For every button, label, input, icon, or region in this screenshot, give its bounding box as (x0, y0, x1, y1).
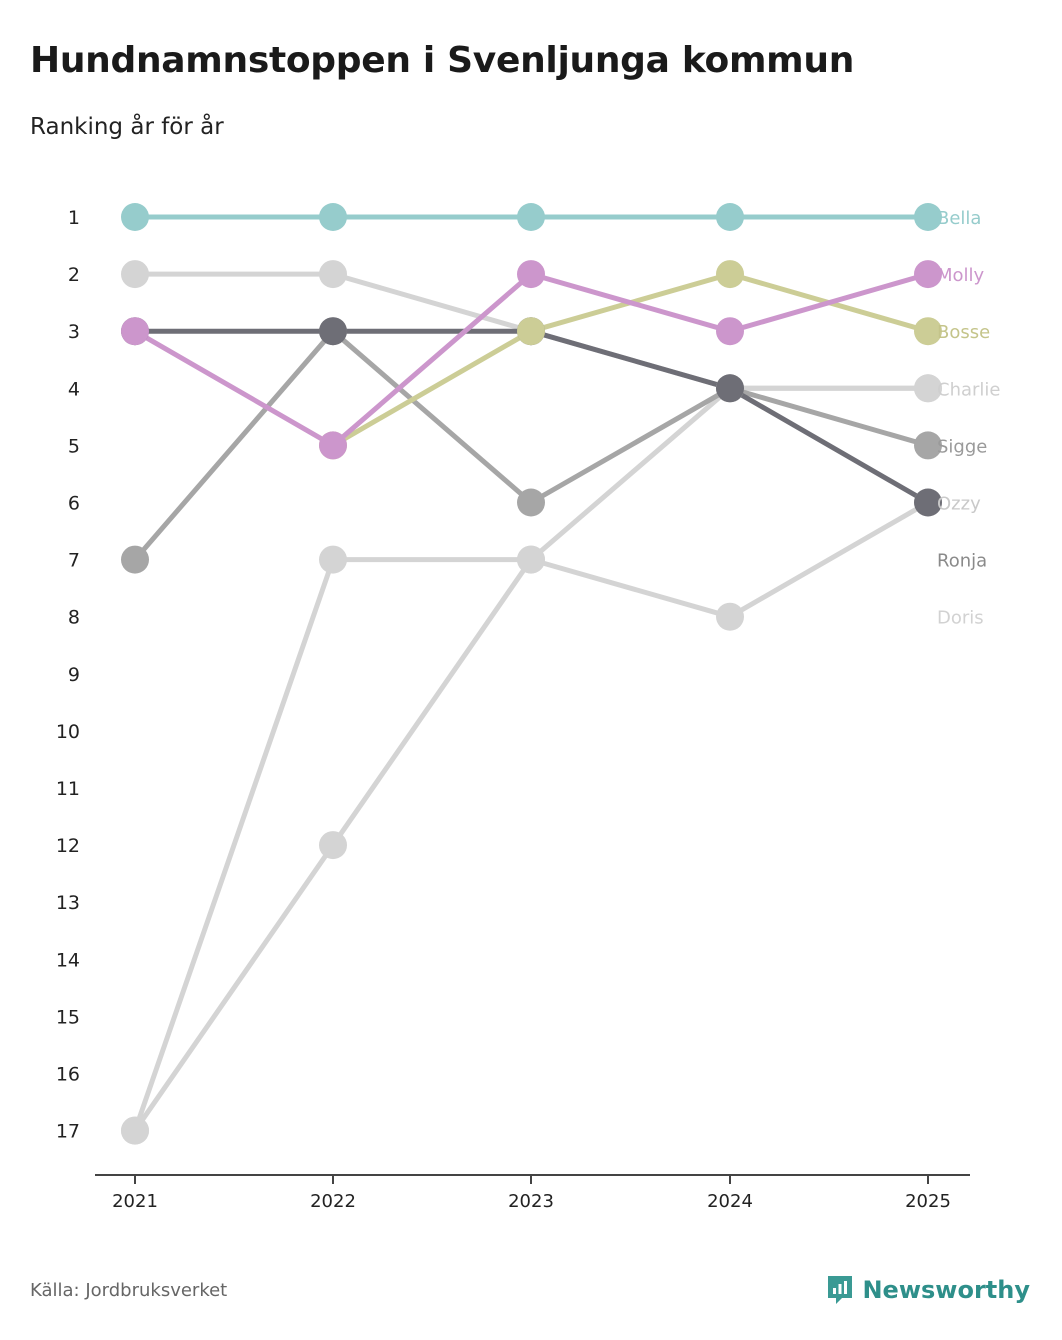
x-tick-label: 2024 (707, 1191, 753, 1212)
point-doris (319, 260, 347, 289)
y-tick-label: 11 (56, 778, 80, 800)
point-bella (716, 203, 744, 231)
point-molly (716, 317, 744, 346)
point-bella (121, 203, 149, 231)
point-molly (517, 260, 545, 289)
point-bella (914, 203, 942, 231)
x-tick-label: 2025 (905, 1191, 951, 1212)
end-labels: Bella Molly Bosse Charlie Sigge Ozzy Ronja Dori… (937, 208, 1000, 629)
y-tick-label: 15 (56, 1006, 80, 1028)
series-lines (132, 214, 930, 1133)
y-tick-label: 8 (68, 607, 80, 629)
end-label-bella: Bella (937, 208, 981, 229)
y-tick-label: 4 (68, 378, 80, 400)
end-label-molly: Molly (937, 265, 985, 286)
point-charlie (319, 545, 347, 574)
y-tick-label: 16 (56, 1064, 80, 1086)
series-line-sigge (133, 328, 929, 562)
end-label-sigge: Sigge (937, 436, 987, 457)
x-tick-label: 2023 (508, 1191, 554, 1212)
point-charlie (121, 1116, 149, 1145)
point-bella (517, 203, 545, 231)
end-label-charlie: Charlie (937, 379, 1000, 400)
chart-title: Hundnamnstoppen i Svenljunga kommun (30, 40, 855, 81)
end-label-ronja: Ronja (937, 551, 987, 572)
point-doris (121, 260, 149, 289)
point-charlie (914, 374, 942, 403)
point-sigge (914, 431, 942, 460)
point-ozzy (914, 488, 942, 517)
newsworthy-icon (828, 1276, 853, 1304)
y-tick-label: 12 (56, 835, 80, 857)
y-tick-label: 10 (56, 721, 80, 743)
y-tick-label: 9 (68, 664, 80, 686)
end-label-bosse: Bosse (937, 322, 990, 343)
y-tick-label: 6 (68, 493, 80, 515)
newsworthy-logo[interactable]: Newsworthy (826, 1274, 1030, 1306)
point-molly (914, 260, 942, 289)
y-tick-label: 14 (56, 949, 80, 971)
point-bella (319, 203, 347, 231)
point-ronja (716, 602, 744, 631)
end-label-doris: Doris (937, 608, 984, 629)
brand-name: Newsworthy (862, 1276, 1030, 1304)
series-points (121, 203, 942, 1145)
y-tick-label: 2 (68, 264, 80, 286)
point-bosse (716, 260, 744, 289)
x-axis-ticks: 2021 2022 2023 2024 2025 (112, 1175, 951, 1212)
x-tick-label: 2022 (310, 1191, 356, 1212)
y-tick-label: 13 (56, 892, 80, 914)
x-tick-label: 2021 (112, 1191, 158, 1212)
end-label-ozzy: Ozzy (937, 494, 981, 515)
y-tick-label: 7 (68, 550, 80, 572)
point-bosse (517, 317, 545, 346)
point-sigge (121, 545, 149, 574)
point-ozzy (716, 374, 744, 403)
point-sigge (517, 488, 545, 517)
point-ronja (319, 831, 347, 860)
source-note: Källa: Jordbruksverket (30, 1280, 228, 1301)
series-line-ronja (132, 500, 930, 1133)
point-ozzy (319, 317, 347, 346)
y-tick-label: 3 (68, 321, 80, 343)
chart-subtitle: Ranking år för år (30, 114, 224, 140)
point-bosse (914, 317, 942, 346)
point-molly (319, 431, 347, 460)
point-charlie (517, 545, 545, 574)
y-tick-label: 5 (68, 435, 80, 457)
series-line-ozzy (135, 328, 930, 505)
y-tick-label: 17 (56, 1121, 80, 1143)
point-molly (121, 317, 149, 346)
y-tick-label: 1 (68, 207, 80, 229)
